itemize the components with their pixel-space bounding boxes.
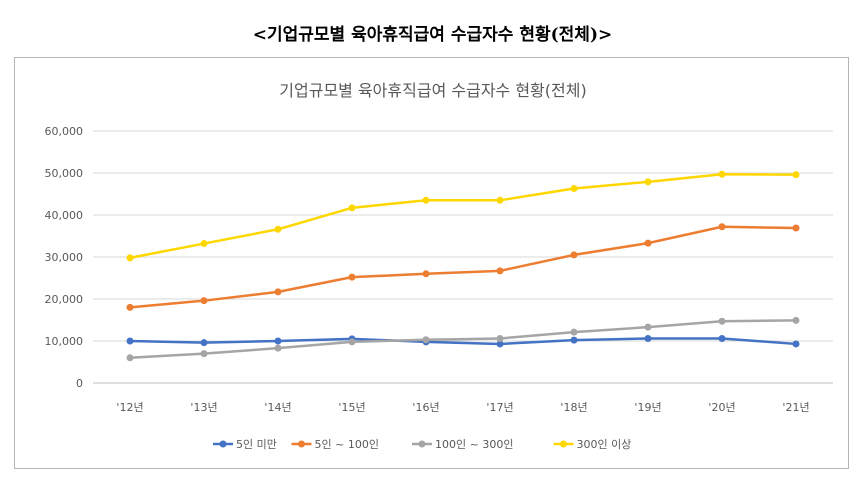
y-tick-label: 60,000 <box>45 125 84 138</box>
data-point <box>200 350 208 358</box>
series-300인 이상 <box>126 170 800 262</box>
data-point <box>274 225 282 233</box>
x-tick-label: '14년 <box>264 401 291 414</box>
data-point <box>348 204 356 212</box>
data-point <box>718 223 726 231</box>
legend-label: 300인 이상 <box>577 438 632 451</box>
y-axis-ticks: 0 10,000 20,000 30,000 40,000 50,000 60,000 <box>45 125 84 390</box>
data-point <box>126 354 134 362</box>
data-point <box>496 267 504 275</box>
legend-label: 100인 ~ 300인 <box>435 438 513 451</box>
x-axis-ticks: '12년 '13년 '14년 '15년 '16년 '17년 '18년 '19년 '20년 '21년 <box>116 401 809 414</box>
legend-swatch-marker <box>560 440 567 448</box>
legend-item: 5인 ~ 100인 <box>291 438 379 451</box>
data-point <box>274 288 282 296</box>
data-point <box>274 337 282 345</box>
chart-frame: 기업규모별 육아휴직급여 수급자수 현황(전체) 0 10,000 20,000 30… <box>14 57 849 469</box>
line-chart: 기업규모별 육아휴직급여 수급자수 현황(전체) 0 10,000 20,000 30… <box>45 81 833 451</box>
legend-swatch-marker <box>219 440 227 448</box>
y-tick-label: 0 <box>76 377 83 390</box>
series-5인 미만 <box>126 334 800 348</box>
x-tick-label: '21년 <box>782 401 809 414</box>
data-point <box>570 185 578 193</box>
data-point <box>348 273 356 281</box>
data-point <box>126 303 134 311</box>
y-tick-label: 40,000 <box>45 209 84 222</box>
data-point <box>274 344 282 352</box>
data-point <box>422 270 430 278</box>
data-point <box>126 337 134 345</box>
x-tick-label: '18년 <box>560 401 587 414</box>
chart-title: 기업규모별 육아휴직급여 수급자수 현황(전체) <box>279 81 586 100</box>
legend-item: 100인 ~ 300인 <box>412 438 513 451</box>
data-point <box>348 338 356 346</box>
data-point <box>496 334 504 342</box>
data-point <box>496 340 504 348</box>
data-point <box>718 170 726 178</box>
series-line <box>129 173 797 260</box>
data-point <box>126 254 134 262</box>
legend-item: 5인 미만 <box>213 438 277 451</box>
legend: 5인 미만 5인 ~ 100인 100인 ~ 300인 300인 이상 <box>213 438 631 451</box>
legend-item: 300인 이상 <box>553 438 632 451</box>
series-100인 ~ 300인 <box>126 316 800 362</box>
series-line <box>129 319 797 360</box>
data-point <box>718 334 726 342</box>
series-line <box>129 225 797 309</box>
data-point <box>200 339 208 347</box>
x-tick-label: '20년 <box>708 401 735 414</box>
legend-swatch-marker <box>298 440 305 448</box>
data-point <box>422 196 430 204</box>
data-point <box>422 336 430 344</box>
x-tick-label: '19년 <box>634 401 661 414</box>
data-point <box>570 328 578 336</box>
data-point <box>200 297 208 305</box>
y-tick-label: 50,000 <box>45 167 84 180</box>
data-point <box>792 340 800 348</box>
data-point <box>570 336 578 344</box>
series-layer <box>126 170 800 362</box>
x-tick-label: '13년 <box>190 401 217 414</box>
data-point <box>792 224 800 232</box>
outer-title: <기업규모별 육아휴직급여 수급자수 현황(전체)> <box>252 25 613 45</box>
data-point <box>644 239 652 247</box>
x-tick-label: '15년 <box>338 401 365 414</box>
series-5인 ~ 100인 <box>126 223 800 311</box>
data-point <box>496 196 504 204</box>
data-point <box>718 317 726 325</box>
legend-label: 5인 미만 <box>236 438 277 451</box>
x-tick-label: '16년 <box>412 401 439 414</box>
data-point <box>644 178 652 186</box>
series-line <box>129 337 797 346</box>
y-tick-label: 30,000 <box>45 251 84 264</box>
y-tick-label: 20,000 <box>45 293 84 306</box>
data-point <box>644 334 652 342</box>
data-point <box>200 240 208 248</box>
data-point <box>792 171 800 179</box>
x-tick-label: '17년 <box>486 401 513 414</box>
data-point <box>644 323 652 331</box>
data-point <box>570 251 578 259</box>
legend-swatch-marker <box>418 440 426 448</box>
data-point <box>792 316 800 324</box>
y-tick-label: 10,000 <box>45 335 84 348</box>
x-tick-label: '12년 <box>116 401 143 414</box>
legend-label: 5인 ~ 100인 <box>315 438 379 451</box>
